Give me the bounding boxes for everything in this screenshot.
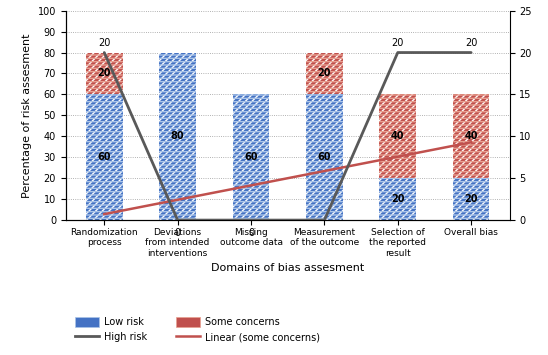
Text: 80: 80 — [171, 131, 185, 141]
Text: 0: 0 — [248, 229, 254, 239]
Bar — [86, 94, 123, 220]
Bar — [379, 94, 416, 178]
X-axis label: Domains of bias assesment: Domains of bias assesment — [211, 263, 364, 273]
Y-axis label: Percentage of risk assesment: Percentage of risk assesment — [22, 33, 32, 198]
Text: 20: 20 — [465, 38, 477, 48]
Text: 20: 20 — [98, 69, 111, 78]
Bar — [453, 178, 489, 220]
Text: 20: 20 — [318, 69, 331, 78]
Text: 40: 40 — [391, 131, 404, 141]
Text: 40: 40 — [464, 131, 478, 141]
Legend: Low risk, High risk, Some concerns, Linear (some concerns): Low risk, High risk, Some concerns, Line… — [71, 313, 324, 346]
Text: 60: 60 — [318, 152, 331, 162]
Bar — [86, 94, 123, 220]
Bar — [306, 53, 342, 94]
Bar — [86, 53, 123, 94]
Text: 20: 20 — [98, 38, 111, 48]
Text: 20: 20 — [391, 194, 404, 204]
Bar — [306, 94, 342, 220]
Bar — [379, 178, 416, 220]
Bar — [159, 53, 196, 220]
Bar — [453, 178, 489, 220]
Bar — [233, 94, 270, 220]
Bar — [306, 94, 342, 220]
Bar — [159, 53, 196, 220]
Bar — [453, 94, 489, 178]
Bar — [306, 53, 342, 94]
Text: 60: 60 — [98, 152, 111, 162]
Text: 20: 20 — [464, 194, 478, 204]
Text: 0: 0 — [175, 229, 181, 239]
Text: 60: 60 — [244, 152, 258, 162]
Bar — [86, 53, 123, 94]
Bar — [233, 94, 270, 220]
Bar — [379, 178, 416, 220]
Bar — [379, 94, 416, 178]
Bar — [453, 94, 489, 178]
Text: 20: 20 — [392, 38, 404, 48]
